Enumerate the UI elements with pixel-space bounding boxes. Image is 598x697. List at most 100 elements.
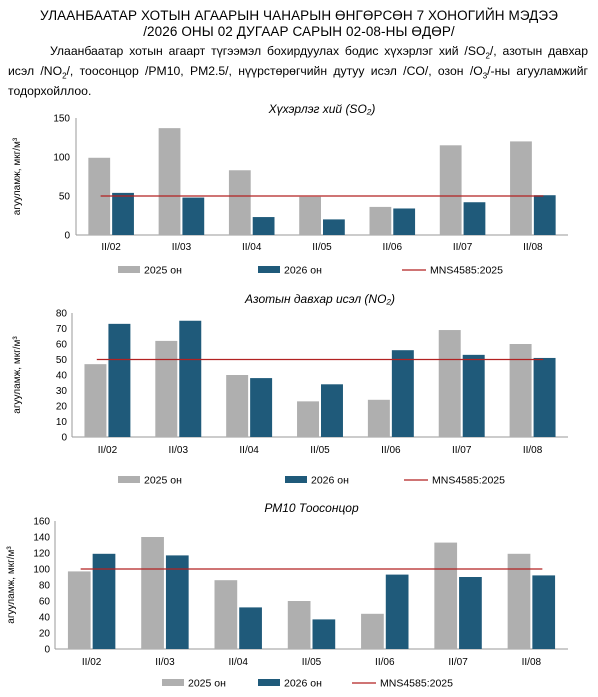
y-tick-label: 50 bbox=[59, 192, 71, 203]
bar-2026 bbox=[165, 555, 189, 649]
legend-label-2026: 2026 он bbox=[284, 678, 322, 690]
legend-label-2025: 2025 он bbox=[188, 678, 226, 690]
x-tick-label: II/04 bbox=[242, 242, 262, 253]
bar-2025 bbox=[361, 613, 384, 649]
page-title-line-2: /2026 ОНЫ 02 ДУГААР САРЫН 02-08-НЫ ӨДӨР/ bbox=[143, 24, 455, 39]
x-tick-label: II/06 bbox=[375, 657, 395, 668]
x-tick-label: II/08 bbox=[523, 445, 543, 456]
y-tick-label: 80 bbox=[56, 309, 68, 320]
legend-swatch-2026 bbox=[285, 476, 307, 483]
bar-2025 bbox=[287, 601, 311, 649]
x-tick-label: II/03 bbox=[169, 445, 189, 456]
y-tick-label: 0 bbox=[44, 645, 50, 656]
x-tick-label: II/03 bbox=[155, 657, 175, 668]
x-tick-label: II/02 bbox=[98, 445, 118, 456]
y-tick-label: 150 bbox=[53, 114, 70, 125]
y-axis-label: агууламж, мкг/м³ bbox=[12, 336, 23, 414]
x-tick-label: II/02 bbox=[101, 242, 121, 253]
bar-2025 bbox=[438, 330, 461, 437]
bar-2026 bbox=[391, 350, 414, 437]
bar-2026 bbox=[321, 384, 343, 437]
bar-2025 bbox=[299, 196, 321, 235]
chart-title: РМ10 Тоосонцор bbox=[264, 501, 359, 515]
bar-2025 bbox=[141, 537, 164, 649]
x-tick-label: II/03 bbox=[172, 242, 192, 253]
x-tick-label: II/07 bbox=[452, 445, 472, 456]
y-tick-label: 40 bbox=[56, 371, 68, 382]
y-tick-label: 0 bbox=[64, 231, 70, 242]
chart-panel-1: Азотын давхар исэл (NO₂) 0 10 20 30 40 50 60 70 8… bbox=[12, 292, 568, 487]
x-tick-label: II/05 bbox=[312, 242, 332, 253]
bar-2025 bbox=[158, 128, 181, 235]
legend-label-2025: 2025 он bbox=[144, 475, 182, 487]
bar-2026 bbox=[532, 575, 556, 649]
x-tick-label: II/02 bbox=[82, 657, 102, 668]
x-tick-label: II/04 bbox=[228, 657, 248, 668]
legend-label-2026: 2026 он bbox=[311, 475, 349, 487]
legend-label-2026: 2026 он bbox=[284, 265, 322, 277]
y-tick-label: 120 bbox=[33, 549, 50, 560]
x-tick-label: II/08 bbox=[523, 242, 543, 253]
bar-2025 bbox=[509, 344, 532, 437]
bar-2026 bbox=[112, 192, 134, 235]
x-tick-label: II/07 bbox=[453, 242, 473, 253]
x-tick-label: II/06 bbox=[381, 445, 401, 456]
bar-2025 bbox=[226, 375, 249, 437]
y-tick-label: 10 bbox=[56, 417, 68, 428]
y-tick-label: 50 bbox=[56, 355, 68, 366]
bar-2026 bbox=[182, 197, 205, 235]
bar-2025 bbox=[214, 580, 238, 649]
legend-label-standard: MNS4585:2025 bbox=[380, 678, 453, 690]
y-tick-label: 140 bbox=[33, 533, 50, 544]
chart-title: Азотын давхар исэл (NO₂) bbox=[244, 292, 395, 306]
bar-2025 bbox=[228, 170, 251, 235]
y-tick-label: 80 bbox=[39, 581, 51, 592]
y-tick-label: 60 bbox=[39, 597, 51, 608]
page-title-line-1: УЛААНБААТАР ХОТЫН АГААРЫН ЧАНАРЫН ӨНГӨРС… bbox=[39, 8, 559, 23]
x-tick-label: II/05 bbox=[310, 445, 330, 456]
x-tick-label: II/06 bbox=[383, 242, 403, 253]
x-tick-label: II/07 bbox=[448, 657, 468, 668]
bar-2025 bbox=[439, 145, 462, 235]
legend-swatch-2025 bbox=[118, 476, 140, 483]
bar-2026 bbox=[250, 378, 273, 437]
legend-swatch-2025 bbox=[118, 266, 140, 273]
y-axis-label: агууламж, мкг/м³ bbox=[6, 546, 17, 624]
bar-2026 bbox=[92, 553, 116, 649]
bar-2025 bbox=[297, 401, 319, 437]
legend-label-standard: MNS4585:2025 bbox=[430, 265, 503, 277]
y-tick-label: 30 bbox=[56, 386, 68, 397]
y-tick-label: 100 bbox=[53, 153, 70, 164]
bar-2025 bbox=[84, 364, 107, 437]
x-tick-label: II/05 bbox=[302, 657, 322, 668]
chart-panel-0: Хүхэрлэг хий (SO₂) 0 50 100 150 агууламж, мкг… bbox=[12, 102, 568, 277]
bar-2026 bbox=[108, 323, 131, 437]
legend-swatch-2026 bbox=[258, 679, 280, 686]
bar-2025 bbox=[369, 206, 392, 235]
bar-2026 bbox=[462, 354, 485, 437]
bar-2026 bbox=[252, 217, 275, 235]
legend-swatch-2026 bbox=[258, 266, 280, 273]
bar-2026 bbox=[323, 219, 345, 235]
chart-panel-2: РМ10 Тоосонцор 0 20 40 60 80 100 120 140 160 агуул… bbox=[6, 501, 568, 690]
bar-2026 bbox=[312, 619, 336, 649]
bar-2025 bbox=[434, 542, 458, 649]
legend-label-2025: 2025 он bbox=[144, 265, 182, 277]
y-tick-label: 40 bbox=[39, 613, 51, 624]
y-tick-label: 70 bbox=[56, 324, 68, 335]
bar-2026 bbox=[533, 195, 556, 235]
legend-label-standard: MNS4585:2025 bbox=[432, 475, 505, 487]
y-tick-label: 100 bbox=[33, 565, 50, 576]
bar-2026 bbox=[179, 320, 202, 437]
bar-2025 bbox=[155, 340, 178, 437]
bar-2026 bbox=[463, 202, 486, 235]
x-tick-label: II/08 bbox=[522, 657, 542, 668]
bar-2025 bbox=[67, 571, 91, 649]
bar-2026 bbox=[393, 208, 416, 235]
bar-2025 bbox=[367, 399, 390, 437]
bar-2026 bbox=[533, 357, 556, 437]
bar-2026 bbox=[385, 574, 409, 649]
bar-2025 bbox=[507, 553, 531, 649]
y-axis-label: агууламж, мкг/м³ bbox=[12, 137, 23, 215]
